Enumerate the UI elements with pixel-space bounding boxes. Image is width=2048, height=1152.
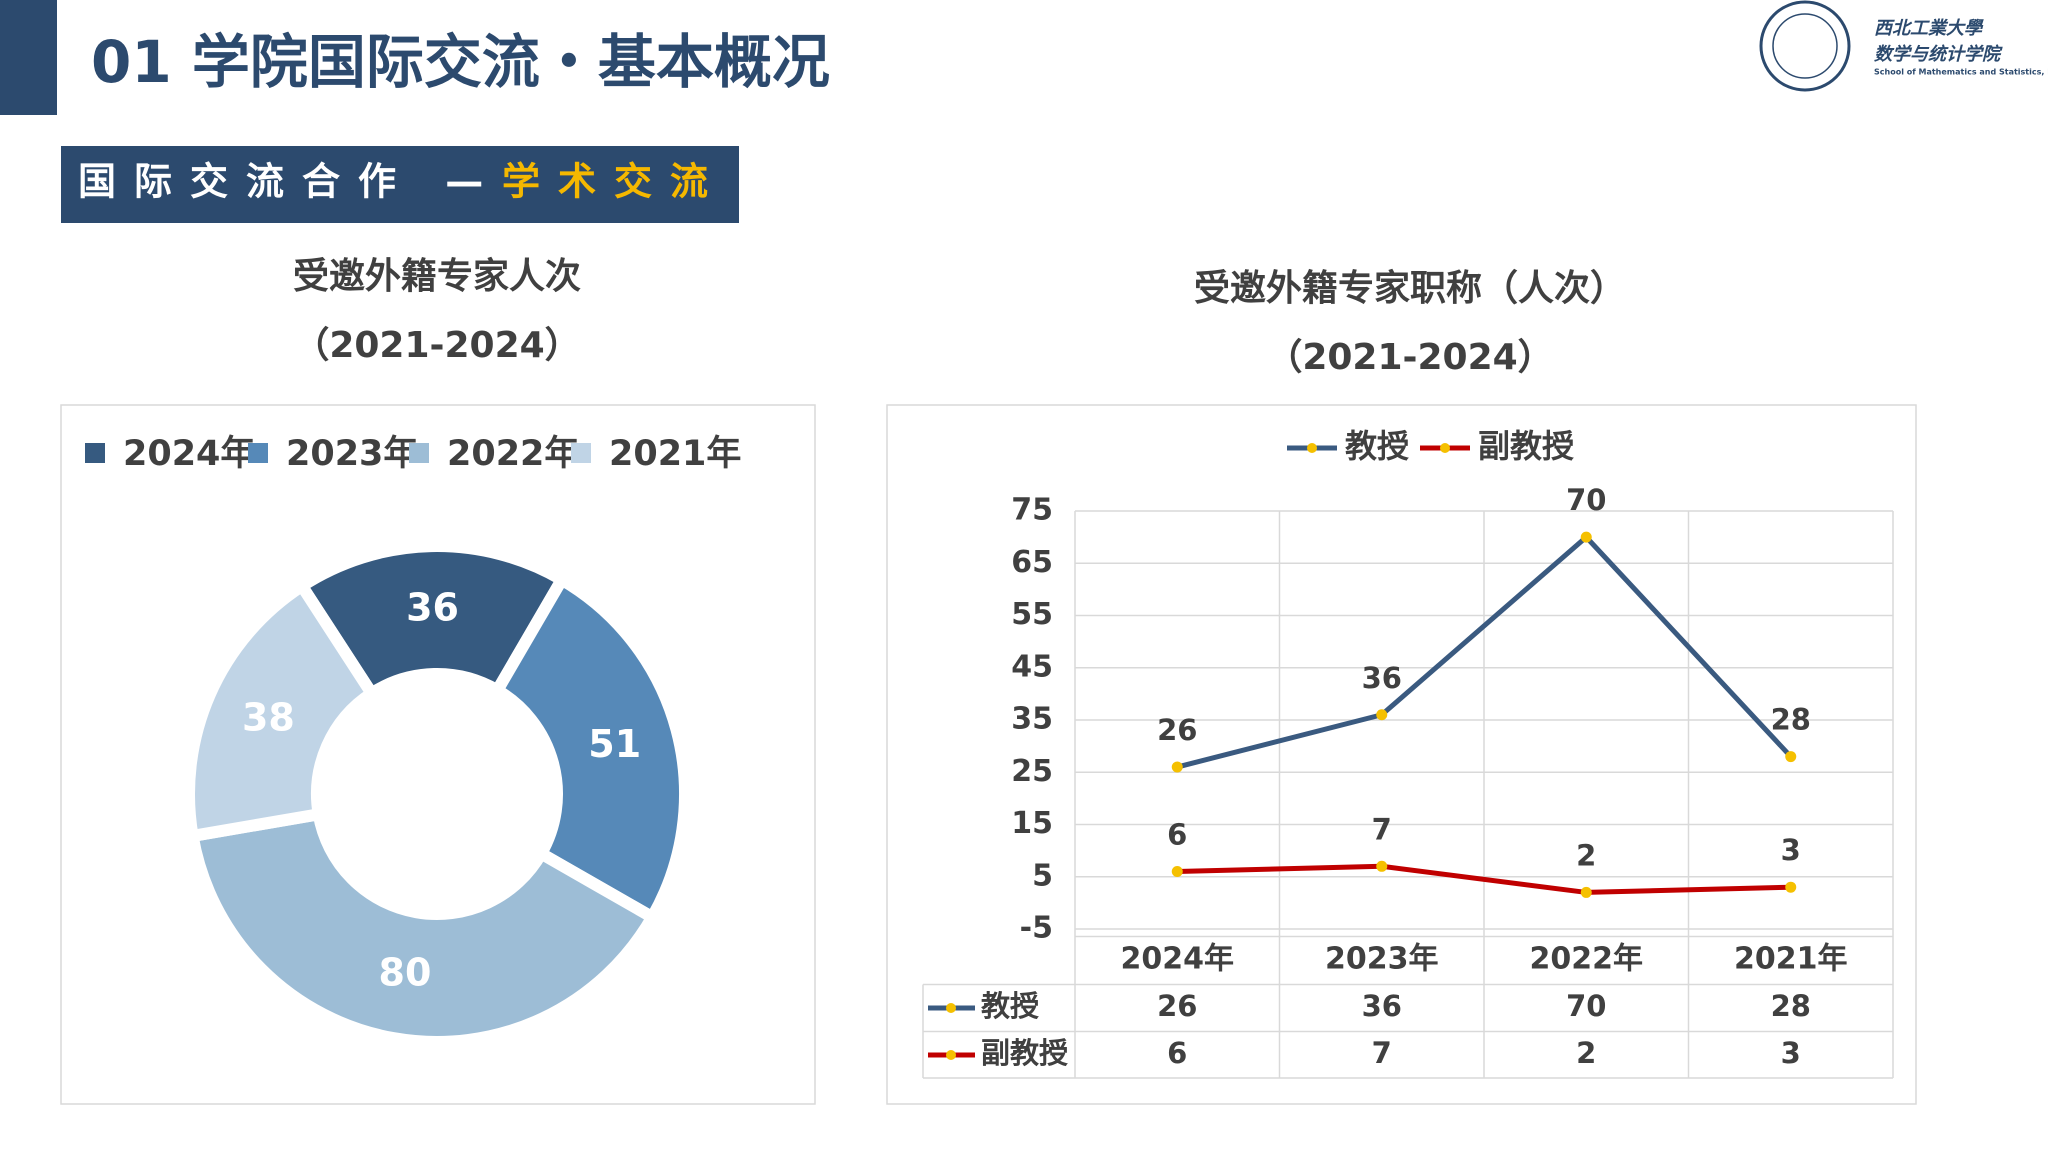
logo-name: 西北工業大學 xyxy=(1874,18,1984,39)
point xyxy=(1171,761,1183,773)
legend-swatch xyxy=(409,443,429,463)
data-label: 38 xyxy=(242,696,295,740)
y-tick-label: 45 xyxy=(1011,649,1053,684)
y-tick-label: 35 xyxy=(1011,702,1053,737)
data-label: 51 xyxy=(588,722,641,766)
legend-label: 2021年 xyxy=(609,434,741,474)
point xyxy=(1785,881,1797,893)
table-cell: 6 xyxy=(1167,1036,1187,1070)
legend-marker xyxy=(1440,443,1450,453)
logo: 西北工業大學 数学与统计学院 School of Mathematics and… xyxy=(1759,0,2048,92)
chart-title: 受邀外籍专家职称（人次） xyxy=(1194,268,1626,309)
y-tick-label: -5 xyxy=(1020,911,1053,946)
table-cell: 7 xyxy=(1372,1036,1392,1070)
panel xyxy=(60,404,816,1105)
y-tick-label: 25 xyxy=(1011,754,1053,789)
point xyxy=(1376,860,1388,872)
point xyxy=(1785,751,1797,763)
legend-label: 2024年 xyxy=(123,434,255,474)
banner xyxy=(61,146,739,223)
series-line xyxy=(1177,863,1791,895)
data-label: 3 xyxy=(1781,833,1801,867)
table-key-marker xyxy=(946,1003,956,1013)
point xyxy=(1580,531,1592,543)
x-tick-label: 2022年 xyxy=(1530,942,1644,977)
table-cell: 36 xyxy=(1362,989,1402,1023)
table-key-marker xyxy=(946,1050,956,1060)
y-tick-label: 75 xyxy=(1011,493,1053,528)
data-label: 70 xyxy=(1566,483,1606,517)
donut-slice xyxy=(293,540,571,702)
table-row-label: 教授 xyxy=(981,989,1039,1023)
point xyxy=(1580,886,1592,898)
banner-highlight: 学术交流 xyxy=(502,160,726,204)
banner-text: 国际交流合作 — xyxy=(78,160,501,204)
logo-seal-inner xyxy=(1772,13,1838,79)
x-tick-label: 2021年 xyxy=(1734,942,1848,977)
table-cell: 26 xyxy=(1157,989,1197,1023)
donut-slice xyxy=(489,571,691,926)
legend-label: 2022年 xyxy=(447,434,579,474)
y-tick-label: 55 xyxy=(1011,597,1053,632)
data-label: 80 xyxy=(379,951,432,995)
data-label: 26 xyxy=(1157,713,1197,747)
table-cell: 3 xyxy=(1781,1036,1801,1070)
data-label: 6 xyxy=(1167,818,1187,852)
x-tick-label: 2023年 xyxy=(1325,942,1439,977)
table-cell: 2 xyxy=(1576,1036,1596,1070)
logo-seal xyxy=(1759,0,1851,92)
table-cell: 70 xyxy=(1566,989,1606,1023)
table-row-label: 副教授 xyxy=(981,1036,1068,1070)
y-tick-label: 15 xyxy=(1011,806,1053,841)
header-bar xyxy=(0,0,57,115)
donut-slice xyxy=(183,577,380,843)
data-label: 2 xyxy=(1576,838,1596,872)
data-label: 7 xyxy=(1372,812,1392,846)
legend-label: 2023年 xyxy=(286,434,418,474)
legend-swatch xyxy=(85,443,105,463)
chart-title: 受邀外籍专家人次 xyxy=(293,256,581,297)
panel xyxy=(886,404,1917,1105)
legend-swatch xyxy=(248,443,268,463)
table-cell: 28 xyxy=(1771,989,1811,1023)
data-label: 36 xyxy=(1362,661,1402,695)
legend-label: 副教授 xyxy=(1478,427,1574,465)
y-tick-label: 65 xyxy=(1011,545,1053,580)
data-label: 28 xyxy=(1771,703,1811,737)
series-line xyxy=(1176,533,1793,770)
logo-school: 数学与统计学院 xyxy=(1874,44,2003,65)
legend-marker xyxy=(1307,443,1317,453)
x-tick-label: 2024年 xyxy=(1121,942,1235,977)
chart-subtitle: （2021-2024） xyxy=(1266,337,1553,378)
point xyxy=(1171,866,1183,878)
donut-slice xyxy=(185,807,661,1048)
chart-subtitle: （2021-2024） xyxy=(293,325,580,366)
page-title: 01 学院国际交流・基本概况 xyxy=(91,28,830,96)
data-label: 36 xyxy=(406,586,459,630)
y-tick-label: 5 xyxy=(1032,858,1053,893)
legend-label: 教授 xyxy=(1345,427,1409,465)
point xyxy=(1376,709,1388,721)
logo-english: School of Mathematics and Statistics, NP… xyxy=(1874,68,2048,77)
legend-swatch xyxy=(571,443,591,463)
